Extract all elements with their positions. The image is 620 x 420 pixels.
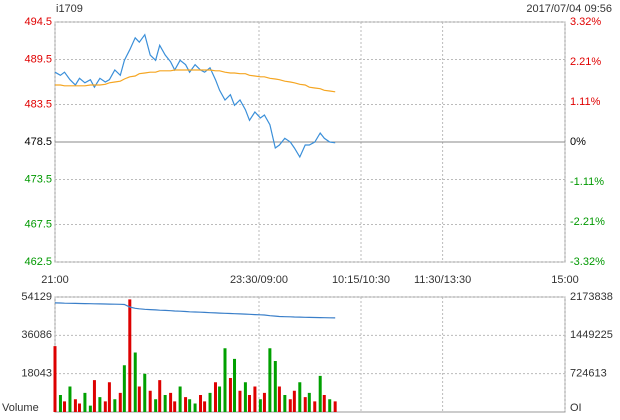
- x-tick-label: 15:00: [551, 274, 579, 286]
- volume-bar: [307, 392, 311, 412]
- y2-tick-label: 2173838: [570, 291, 613, 303]
- y-tick-label: 494.5: [24, 16, 52, 28]
- volume-bar: [88, 405, 92, 412]
- volume-bar: [273, 361, 277, 412]
- volume-bar: [83, 392, 87, 412]
- y-tick-label: 54129: [21, 291, 52, 303]
- volume-bar: [107, 382, 111, 412]
- volume-bar: [154, 399, 158, 412]
- volume-bar: [158, 380, 162, 412]
- y2-axis-label: OI: [570, 402, 582, 414]
- x-tick-label: 23:30/09:00: [230, 274, 288, 286]
- volume-bar: [133, 352, 137, 412]
- volume-bar: [213, 382, 217, 412]
- y-tick-label: 36086: [21, 329, 52, 341]
- x-tick-label: 21:00: [41, 274, 69, 286]
- x-tick-label: 10:15/10:30: [332, 274, 390, 286]
- y-tick-label: 462.5: [24, 256, 52, 268]
- volume-bar: [163, 395, 167, 412]
- volume-bar: [137, 386, 141, 412]
- volume-bar: [77, 403, 81, 412]
- volume-bar: [148, 390, 152, 412]
- y2-tick-label: -1.11%: [570, 176, 604, 188]
- line-series: [55, 69, 336, 93]
- volume-bar: [277, 386, 281, 412]
- y-tick-label: 483.5: [24, 98, 52, 110]
- volume-bar: [73, 399, 77, 412]
- y2-tick-label: 724613: [570, 368, 607, 380]
- volume-bar: [58, 395, 62, 412]
- y-tick-label: 473.5: [24, 173, 52, 185]
- y2-tick-label: 2.21%: [570, 56, 601, 68]
- volume-bar: [178, 386, 182, 412]
- y2-tick-label: 3.32%: [570, 16, 601, 28]
- volume-bar: [218, 386, 222, 412]
- y-axis-label: Volume: [2, 402, 39, 414]
- volume-bar: [318, 375, 322, 412]
- volume-bar: [262, 392, 266, 412]
- volume-bar: [92, 380, 96, 412]
- volume-bar: [258, 399, 262, 412]
- volume-bar: [103, 401, 107, 412]
- volume-bar: [228, 378, 232, 412]
- volume-bar: [118, 392, 122, 412]
- y2-tick-label: 1449225: [570, 329, 613, 341]
- volume-bar: [283, 395, 287, 412]
- volume-bar: [238, 390, 242, 412]
- volume-bar: [223, 348, 227, 412]
- volume-bar: [208, 392, 212, 412]
- volume-bar: [298, 382, 302, 412]
- volume-bar: [333, 401, 337, 412]
- volume-bar: [173, 401, 177, 412]
- volume-bar: [143, 373, 147, 412]
- volume-bar: [184, 397, 188, 412]
- volume-bar: [328, 399, 332, 412]
- volume-bar: [247, 395, 251, 412]
- y-tick-label: 489.5: [24, 53, 52, 65]
- volume-bar: [188, 399, 192, 412]
- volume-bar: [322, 395, 326, 412]
- y-tick-label: 478.5: [24, 136, 52, 148]
- symbol: i1709: [56, 3, 83, 15]
- volume-bar: [113, 399, 117, 412]
- volume-bar: [68, 386, 72, 412]
- y-tick-label: 18043: [21, 368, 52, 380]
- y2-tick-label: 1.11%: [570, 96, 601, 108]
- volume-bar: [268, 348, 272, 412]
- volume-bar: [292, 390, 296, 412]
- volume-bar: [63, 401, 67, 412]
- y-tick-label: 467.5: [24, 218, 52, 230]
- y2-tick-label: 0%: [570, 136, 586, 148]
- volume-bar: [288, 399, 292, 412]
- y2-tick-label: -3.32%: [570, 256, 605, 268]
- volume-bar: [122, 365, 126, 412]
- volume-bar: [193, 403, 197, 412]
- volume-bar: [303, 397, 307, 412]
- volume-bar: [98, 397, 102, 412]
- volume-bar: [313, 401, 317, 412]
- volume-bar: [169, 392, 173, 412]
- volume-bar: [53, 346, 57, 412]
- y2-tick-label: -2.21%: [570, 216, 605, 228]
- volume-bar: [128, 299, 132, 412]
- line-series: [54, 33, 336, 159]
- volume-bar: [243, 382, 247, 412]
- volume-bar: [253, 386, 257, 412]
- datetime: 2017/07/04 09:56: [526, 3, 612, 15]
- volume-bar: [203, 401, 207, 412]
- volume-bar: [233, 358, 237, 412]
- volume-bar: [199, 395, 203, 412]
- x-tick-label: 11:30/13:30: [414, 274, 471, 286]
- line-series: [54, 302, 336, 319]
